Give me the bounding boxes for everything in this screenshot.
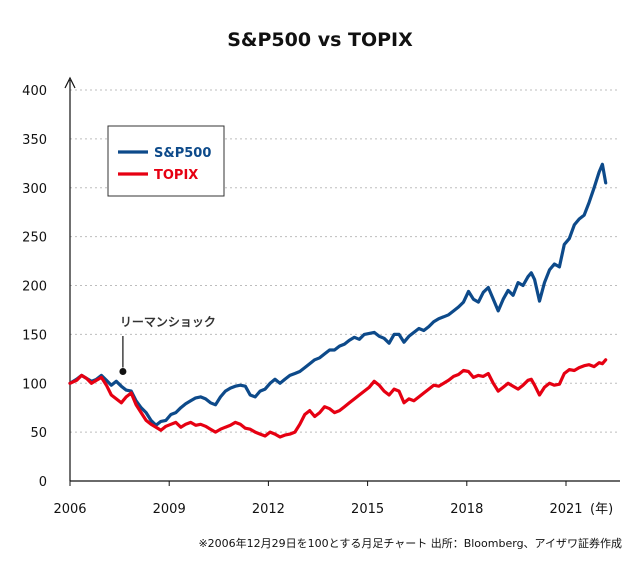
- annotation: リーマンショック: [119, 315, 216, 376]
- legend-label: S&P500: [154, 146, 211, 161]
- x-tick-label: 2021: [549, 502, 582, 517]
- footnote: ※2006年12月29日を100とする月足チャート 出所：Bloomberg、ア…: [198, 536, 622, 550]
- annotation-label: リーマンショック: [120, 315, 216, 329]
- x-tick-label: 2018: [450, 502, 483, 517]
- series-lines: [68, 162, 608, 439]
- y-tick-label: 250: [22, 231, 47, 246]
- legend-label: TOPIX: [154, 168, 198, 183]
- y-tick-label: 400: [22, 84, 47, 99]
- y-tick-label: 0: [39, 475, 47, 490]
- x-axis-unit: (年): [590, 502, 613, 517]
- series-line-topix: [68, 358, 608, 439]
- x-tick-label: 2009: [153, 502, 186, 517]
- y-tick-label: 300: [22, 182, 47, 197]
- y-tick-label: 200: [22, 280, 47, 295]
- annotation-dot: [119, 368, 127, 376]
- y-tick-label: 150: [22, 328, 47, 343]
- legend-box: [107, 125, 225, 197]
- series-line-sp500: [68, 162, 608, 427]
- y-tick-label: 100: [22, 377, 47, 392]
- x-tick-label: 2015: [351, 502, 384, 517]
- y-axis-arrow: [64, 76, 76, 89]
- chart-title: S&P500 vs TOPIX: [227, 29, 413, 51]
- x-tick-label: 2006: [53, 502, 86, 517]
- y-tick-label: 350: [22, 133, 47, 148]
- legend: S&P500 TOPIX: [107, 125, 225, 197]
- tick-labels: 0 50 100 150 200 250 300 350 400 2006 2009 2012 2015…: [22, 84, 613, 517]
- y-tick-label: 50: [30, 426, 47, 441]
- axes: [64, 76, 620, 486]
- x-tick-label: 2012: [252, 502, 285, 517]
